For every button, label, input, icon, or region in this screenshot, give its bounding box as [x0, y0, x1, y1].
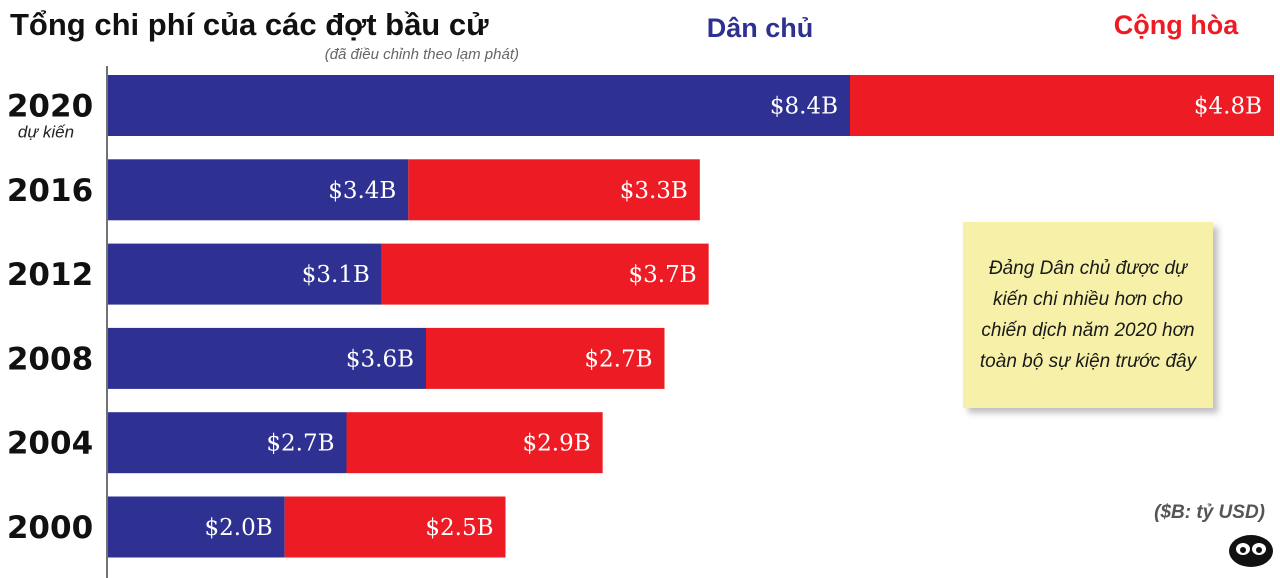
bar-label-republican-2004: $2.9B: [523, 431, 591, 457]
bar-democrat-2016: [108, 159, 409, 221]
year-label-2020: 2020: [7, 89, 93, 125]
year-label-2000: 2000: [7, 510, 93, 546]
bar-label-democrat-2004: $2.7B: [266, 431, 334, 457]
bar-republican-2008: [426, 327, 665, 389]
bar-label-democrat-2020: $8.4B: [770, 94, 838, 120]
legend-democrat: Dân chủ: [707, 13, 814, 43]
bar-democrat-2012: [108, 243, 382, 305]
bar-label-republican-2016: $3.3B: [620, 178, 688, 204]
year-label-2004: 2004: [7, 426, 93, 462]
year-label-2012: 2012: [7, 257, 93, 293]
bar-label-republican-2012: $3.7B: [629, 262, 697, 288]
logo-icon: [1229, 535, 1273, 567]
year-label-2008: 2008: [7, 341, 93, 377]
bar-republican-2012: [381, 243, 709, 305]
year-label-2016: 2016: [7, 173, 93, 209]
bar-label-democrat-2008: $3.6B: [346, 346, 414, 372]
bar-republican-2000: [284, 496, 506, 558]
bar-label-republican-2008: $2.7B: [584, 346, 652, 372]
chart-title: Tổng chi phí của các đợt bầu cử: [10, 7, 489, 42]
bar-republican-2016: [408, 159, 700, 221]
year-note-2020: dự kiến: [18, 123, 74, 142]
bar-republican-2004: [346, 412, 603, 474]
bar-label-democrat-2012: $3.1B: [302, 262, 370, 288]
bar-label-democrat-2000: $2.0B: [205, 515, 273, 541]
bar-label-democrat-2016: $3.4B: [328, 178, 396, 204]
annotation-text: Đảng Dân chủ được dự kiến chi nhiều hơn …: [979, 258, 1197, 372]
annotation-box: Đảng Dân chủ được dự kiến chi nhiều hơn …: [963, 222, 1213, 408]
bar-label-republican-2020: $4.8B: [1194, 94, 1262, 120]
bar-democrat-2020: [108, 75, 850, 136]
bar-democrat-2000: [108, 496, 285, 558]
bar-republican-2020: [850, 75, 1274, 136]
bar-democrat-2004: [108, 412, 347, 474]
unit-note: ($B: tỷ USD): [1154, 502, 1265, 523]
bar-label-republican-2000: $2.5B: [425, 515, 493, 541]
chart-subtitle: (đã điều chỉnh theo lạm phát): [325, 46, 519, 63]
legend-republican: Cộng hòa: [1114, 10, 1239, 40]
bar-democrat-2008: [108, 327, 426, 389]
